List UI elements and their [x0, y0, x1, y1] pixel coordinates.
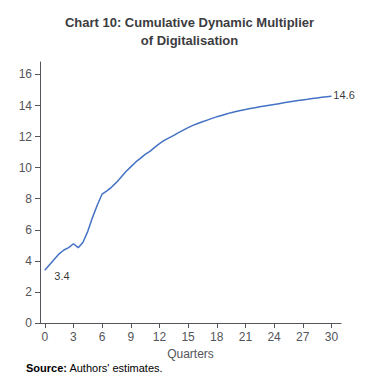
svg-text:16: 16	[19, 67, 33, 81]
svg-text:14: 14	[19, 99, 33, 113]
svg-text:9: 9	[127, 330, 134, 344]
svg-text:3.4: 3.4	[54, 270, 69, 282]
svg-text:21: 21	[239, 330, 253, 344]
svg-text:18: 18	[210, 330, 224, 344]
svg-text:14.6: 14.6	[333, 89, 354, 101]
svg-text:Source:: Source:	[26, 362, 67, 374]
svg-text:of Digitalisation: of Digitalisation	[141, 33, 239, 48]
svg-text:8: 8	[25, 192, 32, 206]
svg-text:6: 6	[25, 223, 32, 237]
svg-text:27: 27	[296, 330, 310, 344]
svg-text:12: 12	[153, 330, 167, 344]
svg-text:4: 4	[25, 254, 32, 268]
svg-text:Authors' estimates.: Authors' estimates.	[67, 362, 163, 374]
svg-text:6: 6	[99, 330, 106, 344]
svg-text:Chart 10: Cumulative Dynamic M: Chart 10: Cumulative Dynamic Multiplier	[65, 15, 314, 30]
svg-text:30: 30	[325, 330, 339, 344]
svg-text:24: 24	[267, 330, 281, 344]
svg-text:15: 15	[181, 330, 195, 344]
svg-text:Quarters: Quarters	[167, 347, 214, 361]
svg-text:10: 10	[19, 161, 33, 175]
svg-text:0: 0	[41, 330, 48, 344]
svg-text:12: 12	[19, 130, 33, 144]
svg-text:3: 3	[70, 330, 77, 344]
svg-text:2: 2	[25, 285, 32, 299]
svg-text:0: 0	[25, 316, 32, 330]
